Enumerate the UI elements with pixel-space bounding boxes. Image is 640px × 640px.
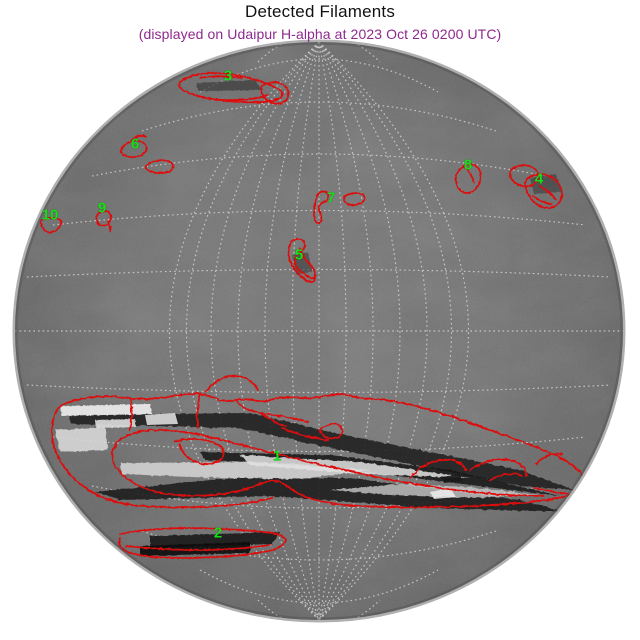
limb-darkening-overlay (12, 39, 626, 623)
filament-label-3: 3 (223, 67, 233, 85)
filament-dark-features (55, 80, 575, 556)
filament-label-2: 2 (213, 524, 223, 542)
filament-label-10: 10 (41, 206, 59, 224)
filament-label-8: 8 (463, 156, 473, 174)
filament-label-4: 4 (534, 170, 544, 188)
page-title: Detected Filaments (244, 2, 396, 21)
heliographic-grid (15, 42, 623, 620)
filament-label-5: 5 (294, 246, 304, 264)
filament-label-6: 6 (130, 135, 140, 153)
filament-label-7: 7 (326, 189, 336, 207)
page-subtitle: (displayed on Udaipur H-alpha at 2023 Oc… (138, 26, 502, 42)
filament-label-9: 9 (97, 199, 107, 217)
filament-label-1: 1 (272, 447, 282, 465)
